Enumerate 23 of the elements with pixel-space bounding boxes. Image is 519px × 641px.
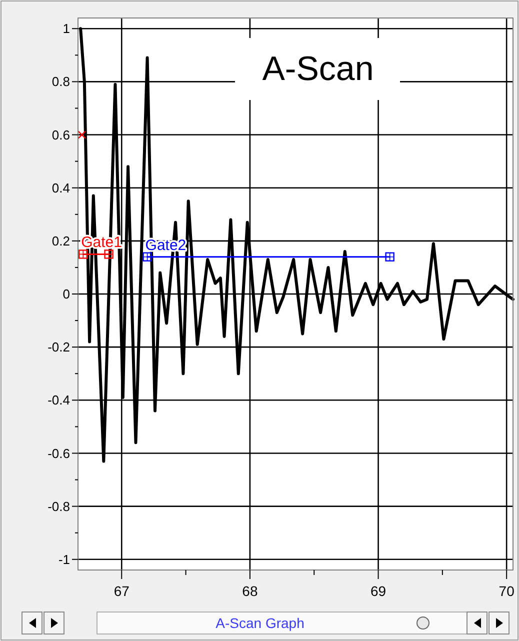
y-tick-label: -0.6 bbox=[48, 446, 70, 461]
series-label: Gate1 bbox=[81, 234, 122, 252]
point bbox=[104, 250, 114, 259]
text: A-Scan Graph bbox=[216, 615, 304, 631]
point bbox=[385, 252, 394, 262]
x-tick-label: 70 bbox=[498, 583, 515, 599]
x-tick-label: 69 bbox=[370, 583, 386, 599]
y-tick-label: 0.2 bbox=[52, 233, 70, 248]
x-tick-label: 68 bbox=[242, 583, 258, 599]
y-tick-label: -0.8 bbox=[48, 498, 70, 514]
text: A-Scan bbox=[262, 50, 374, 88]
y-tick-label: -1 bbox=[58, 552, 70, 567]
x-tick-label: 67 bbox=[114, 583, 130, 599]
y-tick-label: -0.4 bbox=[48, 392, 70, 408]
y-tick-label: 0.4 bbox=[52, 180, 70, 196]
y-tick-label: 0.8 bbox=[52, 74, 70, 90]
y-tick-label: -0.2 bbox=[48, 340, 70, 355]
point bbox=[78, 130, 86, 139]
y-tick-label: 0 bbox=[62, 286, 70, 302]
point bbox=[78, 250, 88, 259]
point bbox=[142, 252, 152, 262]
y-tick-label: 1 bbox=[62, 21, 70, 36]
y-tick-label: 0.6 bbox=[52, 127, 70, 142]
